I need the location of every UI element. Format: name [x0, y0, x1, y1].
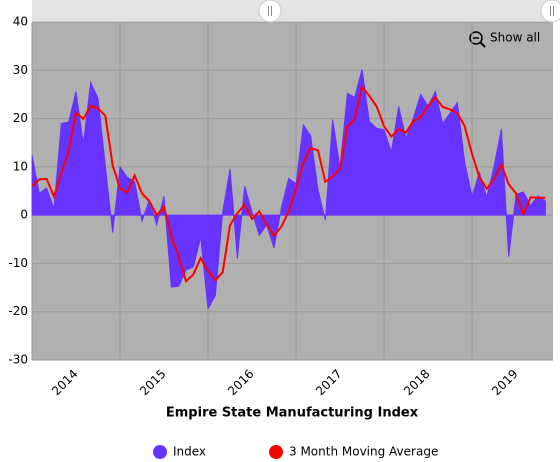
- y-tick-label: -30: [8, 353, 28, 367]
- legend-marker: [153, 445, 167, 459]
- y-tick-label: -20: [8, 304, 28, 318]
- y-tick-label: 20: [13, 111, 28, 125]
- index-area: [31, 69, 546, 311]
- y-tick-label: 10: [13, 159, 28, 173]
- zoom-icon: [469, 31, 483, 45]
- chart-title: Empire State Manufacturing Index: [166, 406, 419, 421]
- navigator: [32, 0, 553, 21]
- legend-label[interactable]: Index: [173, 445, 206, 459]
- x-tick-label: 2014: [49, 367, 80, 398]
- legend-marker: [269, 445, 283, 459]
- y-tick-label: -10: [8, 256, 28, 270]
- moving-average-line: [31, 84, 546, 284]
- y-tick-label: 0: [20, 208, 28, 222]
- navigator-handle[interactable]: [258, 0, 282, 23]
- zoom-button-label[interactable]: Show all: [490, 31, 540, 45]
- zoom-button[interactable]: Show all: [469, 31, 540, 48]
- y-tick-label: 30: [13, 63, 28, 77]
- x-tick-label: 2019: [489, 367, 520, 398]
- zoom-icon-handle: [479, 41, 486, 48]
- x-tick-label: 2016: [225, 367, 256, 398]
- x-tick-label: 2017: [313, 367, 344, 398]
- legend-label[interactable]: 3 Month Moving Average: [289, 445, 438, 459]
- x-tick-label: 2015: [137, 367, 168, 398]
- x-tick-label: 2018: [401, 367, 432, 398]
- y-tick-label: 40: [13, 15, 28, 29]
